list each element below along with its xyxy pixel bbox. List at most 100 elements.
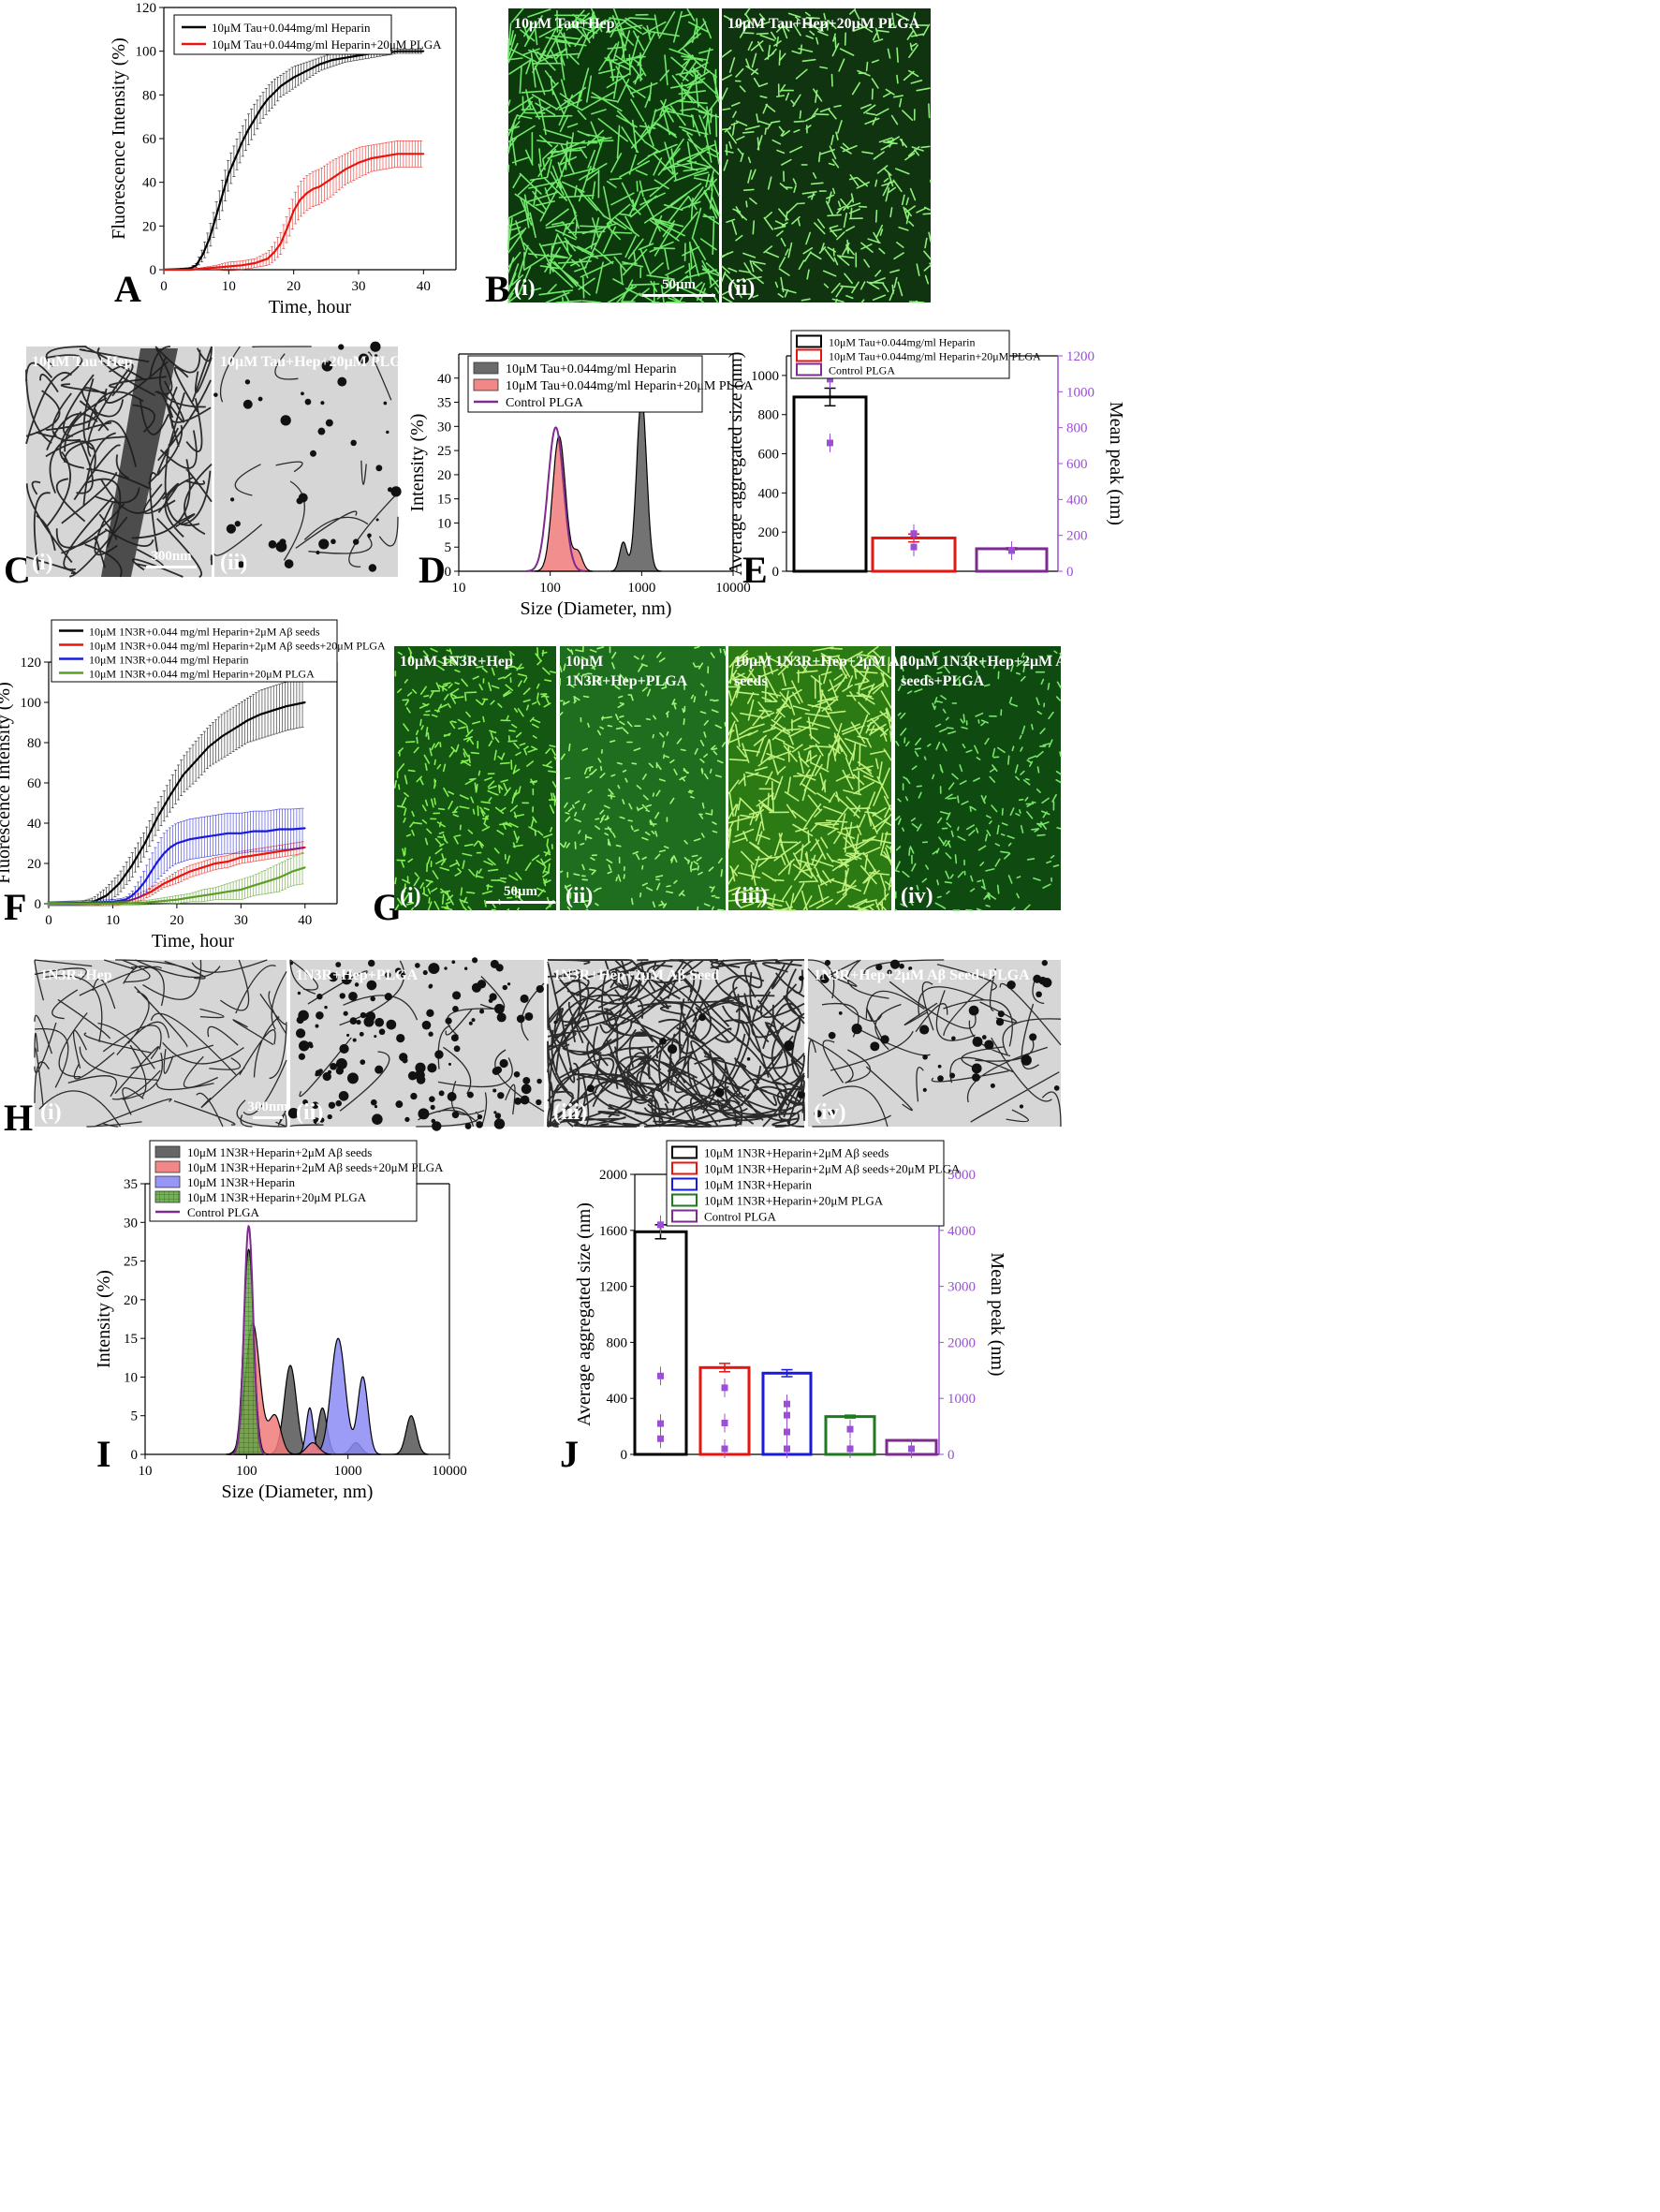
data-point [163, 269, 165, 271]
legend-label: 10μM Tau+0.044mg/ml Heparin+20μM PLGA [212, 37, 442, 52]
data-point [291, 870, 293, 873]
data-point [422, 50, 425, 52]
data-point [233, 728, 236, 730]
series-3 [47, 807, 306, 907]
data-point [125, 898, 127, 901]
y-tick-label: 2000 [599, 1168, 627, 1183]
H-ii-particle [346, 1072, 359, 1084]
x-tick-label: 30 [234, 913, 248, 928]
H-iv-particle [880, 1035, 889, 1044]
H-ii-particle [335, 962, 342, 967]
H-ii-particle [335, 1099, 343, 1107]
data-point [272, 92, 275, 94]
C-ii-particle [325, 419, 333, 427]
H-ii-particle [426, 1009, 434, 1017]
data-point [182, 774, 184, 776]
H-ii-particle [385, 971, 391, 979]
C-ii-particle [352, 538, 360, 545]
data-point [303, 846, 306, 848]
H-ii-particle [494, 1066, 503, 1074]
y-tick-label: 400 [758, 486, 780, 501]
data-point [175, 898, 178, 901]
H-ii-particle [466, 1091, 474, 1099]
H-ii-particle [490, 959, 499, 968]
micrograph-sublabel: (ii) [727, 276, 755, 301]
H-iv-particle [949, 1072, 956, 1079]
H-ii-particle [375, 1065, 384, 1074]
data-point [188, 896, 191, 899]
legend: 10μM 1N3R+0.044 mg/ml Heparin+2μM Aβ see… [51, 619, 386, 683]
H-ii-particle [431, 1118, 436, 1124]
legend-label: 10μM Tau+0.044mg/ml Heparin [506, 362, 677, 376]
data-point [422, 153, 425, 155]
x-tick-label: 0 [160, 279, 168, 294]
data-point [292, 210, 295, 212]
micrograph-sublabel: (i) [32, 551, 53, 575]
scale-bar [253, 1116, 283, 1119]
series-line [49, 700, 306, 906]
y2-tick-label: 400 [1066, 493, 1088, 508]
data-point [163, 882, 166, 885]
H-ii-particle [520, 994, 529, 1004]
x-tick-label: 20 [286, 279, 301, 294]
data-point [201, 267, 204, 270]
data-point [118, 882, 121, 885]
micrograph-title: 10μM 1N3R+Hep+2μM Aβ [734, 654, 907, 670]
H-iv-particle [990, 1083, 995, 1088]
micrograph-title: 1N3R+Hep [40, 967, 112, 983]
H-ii-particle [451, 960, 456, 965]
C-ii-particle [257, 396, 263, 402]
C-ii-particle [375, 465, 383, 472]
H-ii-particle [348, 992, 358, 1001]
data-point [265, 830, 268, 833]
H-ii-particle [452, 991, 462, 1000]
y-tick-label: 30 [437, 420, 451, 435]
H-iv-particle [937, 1075, 944, 1082]
B-ii-fibrils [721, 7, 932, 303]
H-ii-particle [428, 1031, 433, 1037]
legend-swatch [154, 1175, 181, 1188]
C-ii-particle [368, 564, 377, 572]
data-point [318, 63, 321, 66]
data-point [240, 856, 242, 859]
secondary-axis-E: 0 200 400 600 800 1000 1200 Mean peak (nm) [1057, 349, 1126, 580]
H-ii-particle [494, 1003, 505, 1014]
C-ii-particle [316, 550, 320, 555]
y-axis-title: Intensity (%) [407, 414, 428, 512]
H-ii-particle [298, 1010, 309, 1022]
H-ii-particle [327, 1113, 332, 1120]
y-tick-label: 0 [35, 897, 42, 912]
legend-label: 10μM 1N3R+Heparin [187, 1175, 296, 1189]
H-ii-particle [502, 984, 508, 991]
data-point [80, 903, 82, 905]
H-ii-particle [452, 1006, 459, 1012]
H-ii-particle [352, 1038, 357, 1042]
C-ii-particle [386, 430, 389, 435]
x-tick-label: 30 [352, 279, 366, 294]
micrograph-sublabel: (iv) [814, 1100, 846, 1125]
data-point [279, 243, 282, 244]
H-iv-particle [828, 1109, 835, 1116]
H-ii-particle [311, 1101, 319, 1110]
H-ii-particle [488, 998, 493, 1003]
legend-box [467, 355, 703, 413]
data-point [227, 860, 229, 863]
series-line [163, 50, 424, 272]
data-point [305, 192, 308, 195]
data-point [131, 894, 133, 897]
series-line [49, 846, 305, 906]
H-iv-particle [922, 1054, 928, 1060]
y2-tick-label: 200 [1066, 529, 1088, 544]
C-ii-particle [226, 524, 236, 534]
H-ii-particle [445, 1017, 452, 1025]
data-point [267, 98, 269, 100]
panel-label-D: D [419, 549, 446, 591]
data-point [234, 157, 237, 159]
y-tick-label: 120 [21, 656, 42, 671]
y-tick-label: 0 [131, 1448, 139, 1463]
y-tick-label: 60 [27, 776, 41, 791]
series-area [534, 435, 594, 572]
series-1 [47, 678, 306, 907]
